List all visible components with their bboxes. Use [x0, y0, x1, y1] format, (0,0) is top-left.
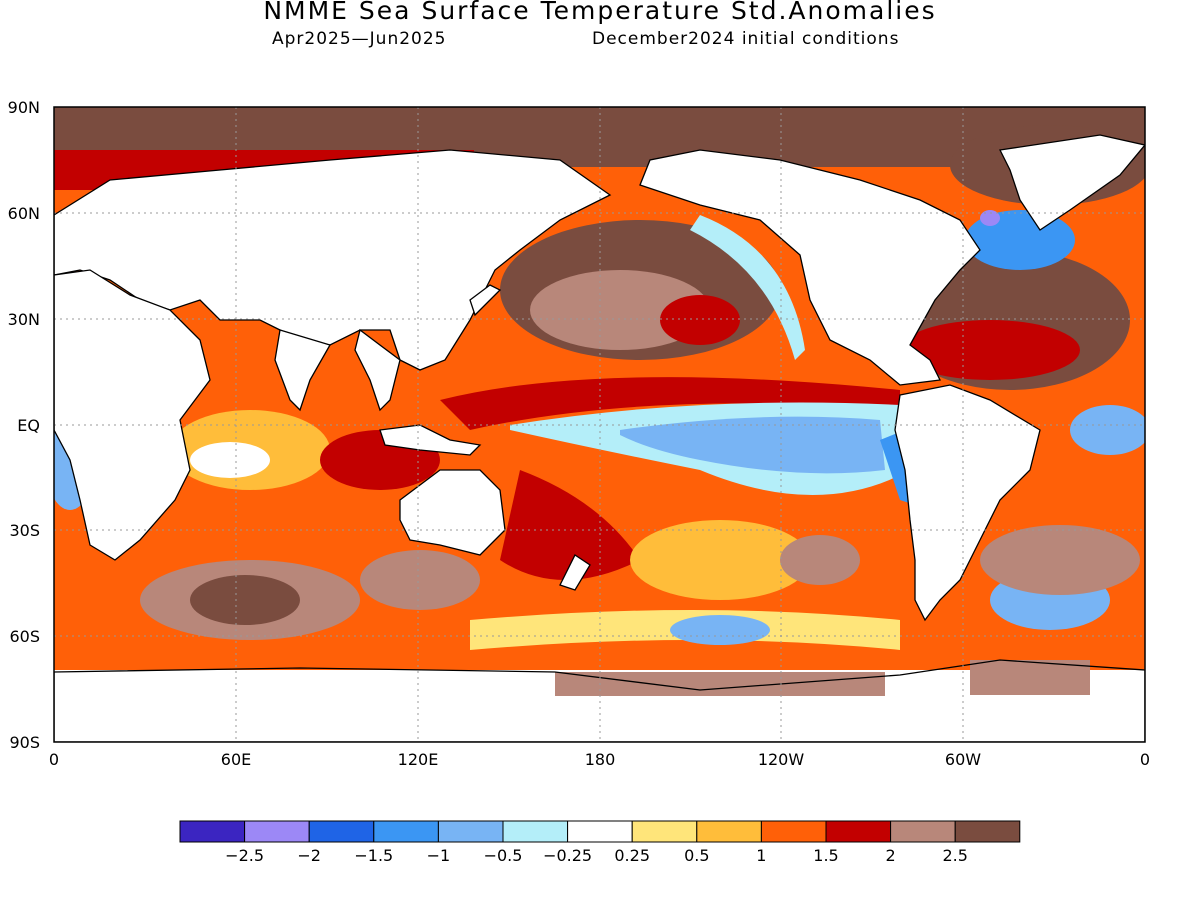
lat-label: 30S [9, 521, 40, 540]
colorbar-tick-label: −0.5 [484, 846, 523, 865]
colorbar-tick-label: −2 [297, 846, 321, 865]
lat-label: EQ [17, 416, 40, 435]
lon-label: 0 [1140, 750, 1150, 769]
lon-label: 120E [398, 750, 439, 769]
colorbar-tick-label: −1.5 [354, 846, 393, 865]
lat-label: 60N [8, 204, 40, 223]
colorbar-tick-label: 1.5 [813, 846, 838, 865]
colorbar-swatch [631, 820, 698, 843]
colorbar-swatch [437, 820, 504, 843]
lon-label: 60W [945, 750, 981, 769]
initial-conditions: December2024 initial conditions [592, 29, 900, 49]
colorbar-swatch [696, 820, 762, 843]
lon-label: 0 [49, 750, 59, 769]
colorbar-legend: −2.5 −2 −1.5 −1 −0.5 −0.25 0.25 0.5 1 1.5 2 2.5 [179, 820, 1021, 865]
colorbar-swatch [373, 820, 439, 843]
colorbar-swatch [244, 820, 310, 843]
colorbar-swatch [308, 820, 375, 843]
colorbar-swatch [890, 820, 956, 843]
chart-title: NMME Sea Surface Temperature Std.Anomali… [263, 0, 937, 25]
forecast-period: Apr2025—Jun2025 [272, 29, 447, 49]
lon-label: 180 [585, 750, 616, 769]
colorbar-swatch [502, 820, 569, 843]
continents [54, 134, 1145, 742]
colorbar-tick-label: 0.25 [614, 846, 650, 865]
colorbar-swatch [567, 820, 633, 843]
map-gridlines [54, 107, 1145, 742]
colorbar-swatch [179, 820, 246, 843]
lon-label: 120W [758, 750, 805, 769]
colorbar-swatch [825, 820, 892, 843]
lat-label: 60S [9, 627, 40, 646]
colorbar-tick-label: 2 [886, 846, 896, 865]
lat-label: 90N [8, 98, 40, 117]
colorbar-tick-label: 0.5 [684, 846, 709, 865]
colorbar-swatch [954, 820, 1021, 843]
lon-axis: 0 60E 120E 180 120W 60W 0 [49, 750, 1150, 769]
colorbar-tick-label: −2.5 [225, 846, 264, 865]
colorbar-tick-label: −1 [427, 846, 451, 865]
colorbar-tick-label: −0.25 [543, 846, 592, 865]
colorbar-tick-label: 1 [756, 846, 766, 865]
lat-axis: 90N 60N 30N EQ 30S 60S 90S [8, 98, 40, 752]
lon-label: 60E [221, 750, 251, 769]
map-frame [53, 106, 1146, 743]
colorbar-tick-label: 2.5 [942, 846, 967, 865]
lat-label: 90S [9, 733, 40, 752]
lat-label: 30N [8, 310, 40, 329]
colorbar-swatch [760, 820, 827, 843]
